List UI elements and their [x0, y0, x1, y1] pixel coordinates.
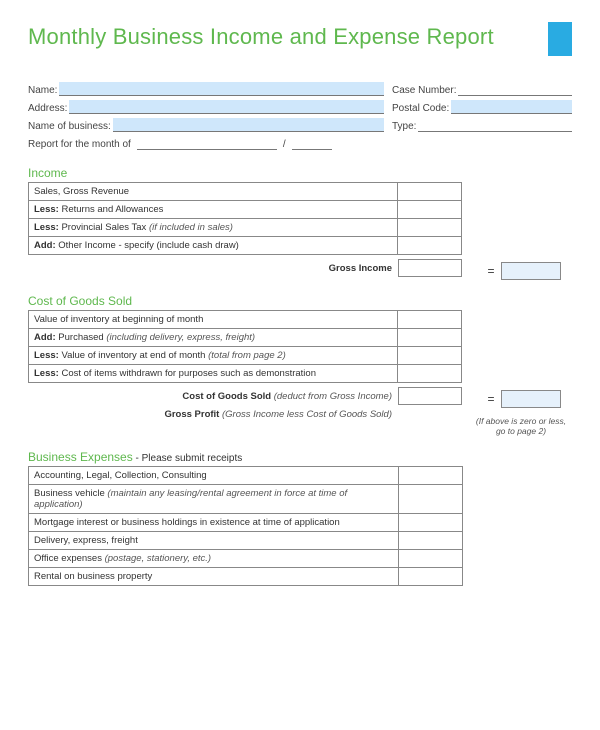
cell-text: Sales, Gross Revenue — [34, 186, 129, 197]
address-label: Address: — [28, 103, 67, 114]
page-title: Monthly Business Income and Expense Repo… — [28, 24, 494, 50]
value-cell[interactable] — [398, 311, 462, 329]
cell-prefix: Add: — [34, 240, 56, 251]
cogs-table: Value of inventory at beginning of month… — [28, 310, 462, 383]
cell-prefix: Add: — [34, 332, 56, 343]
table-row: Less: Cost of items withdrawn for purpos… — [29, 365, 462, 383]
accent-block — [548, 22, 572, 56]
cogs-footnote: (If above is zero or less, go to page 2) — [471, 416, 571, 436]
value-cell[interactable] — [399, 550, 463, 568]
postal-label: Postal Code: — [392, 103, 449, 114]
info-fields: Name: Case Number: Address: Postal Code:… — [28, 84, 572, 150]
case-input[interactable] — [458, 84, 572, 96]
value-cell[interactable] — [399, 467, 463, 485]
postal-input[interactable] — [451, 102, 572, 114]
value-cell[interactable] — [398, 347, 462, 365]
table-row: Less: Returns and Allowances — [29, 201, 462, 219]
cell-text: Office expenses — [34, 553, 105, 564]
cell-text: Delivery, express, freight — [34, 535, 138, 546]
cell-text: Value of inventory at end of month — [59, 350, 208, 361]
business-input[interactable] — [113, 120, 384, 132]
type-label: Type: — [392, 121, 416, 132]
slash: / — [283, 139, 286, 150]
table-row: Mortgage interest or business holdings i… — [29, 514, 463, 532]
expenses-title-note: - Please submit receipts — [133, 453, 243, 464]
gross-income-result[interactable] — [501, 262, 561, 280]
equals-sign: = — [481, 392, 500, 406]
cell-prefix: Less: — [34, 222, 59, 233]
table-row: Delivery, express, freight — [29, 532, 463, 550]
cell-text: Returns and Allowances — [59, 204, 164, 215]
cogs-summary-box[interactable] — [398, 387, 462, 405]
case-label: Case Number: — [392, 85, 456, 96]
table-row: Business vehicle (maintain any leasing/r… — [29, 485, 463, 514]
cell-prefix: Less: — [34, 204, 59, 215]
expenses-table: Accounting, Legal, Collection, Consultin… — [28, 466, 463, 586]
table-row: Office expenses (postage, stationery, et… — [29, 550, 463, 568]
cell-text: Accounting, Legal, Collection, Consultin… — [34, 470, 207, 481]
cell-text: Other Income - specify (include cash dra… — [56, 240, 239, 251]
gross-profit-label: Gross Profit — [164, 409, 219, 420]
month-input[interactable] — [137, 138, 277, 150]
value-cell[interactable] — [398, 329, 462, 347]
cell-ital: (total from page 2) — [208, 350, 286, 361]
table-row: Add: Purchased (including delivery, expr… — [29, 329, 462, 347]
cell-text: Purchased — [56, 332, 107, 343]
cell-text: Cost of items withdrawn for purposes suc… — [59, 368, 316, 379]
value-cell[interactable] — [399, 514, 463, 532]
cogs-result[interactable] — [501, 390, 561, 408]
address-input[interactable] — [69, 102, 384, 114]
table-row: Accounting, Legal, Collection, Consultin… — [29, 467, 463, 485]
cogs-summary-label: Cost of Goods Sold — [182, 391, 271, 402]
value-cell[interactable] — [398, 237, 462, 255]
table-row: Rental on business property — [29, 568, 463, 586]
cell-ital: (including delivery, express, freight) — [106, 332, 255, 343]
table-row: Add: Other Income - specify (include cas… — [29, 237, 462, 255]
cell-text: Value of inventory at beginning of month — [34, 314, 203, 325]
gross-profit-note: (Gross Income less Cost of Goods Sold) — [219, 409, 392, 420]
cell-text: Provincial Sales Tax — [59, 222, 149, 233]
gross-income-label: Gross Income — [329, 263, 392, 274]
name-label: Name: — [28, 85, 57, 96]
income-title: Income — [28, 166, 572, 180]
value-cell[interactable] — [398, 365, 462, 383]
year-input[interactable] — [292, 138, 332, 150]
cell-ital: (if included in sales) — [149, 222, 233, 233]
value-cell[interactable] — [398, 183, 462, 201]
equals-sign: = — [481, 264, 500, 278]
table-row: Sales, Gross Revenue — [29, 183, 462, 201]
cell-ital: (postage, stationery, etc.) — [105, 553, 212, 564]
business-label: Name of business: — [28, 121, 111, 132]
table-row: Less: Provincial Sales Tax (if included … — [29, 219, 462, 237]
cogs-summary-note: (deduct from Gross Income) — [271, 391, 392, 402]
table-row: Less: Value of inventory at end of month… — [29, 347, 462, 365]
cell-prefix: Less: — [34, 368, 59, 379]
cell-text: Mortgage interest or business holdings i… — [34, 517, 340, 528]
cell-prefix: Less: — [34, 350, 59, 361]
cell-text: Business vehicle — [34, 488, 107, 499]
cell-text: Rental on business property — [34, 571, 152, 582]
value-cell[interactable] — [399, 485, 463, 514]
value-cell[interactable] — [398, 201, 462, 219]
gross-income-box[interactable] — [398, 259, 462, 277]
month-label: Report for the month of — [28, 139, 131, 150]
expenses-title: Business Expenses - Please submit receip… — [28, 450, 572, 464]
value-cell[interactable] — [399, 532, 463, 550]
table-row: Value of inventory at beginning of month — [29, 311, 462, 329]
type-input[interactable] — [418, 120, 572, 132]
value-cell[interactable] — [399, 568, 463, 586]
value-cell[interactable] — [398, 219, 462, 237]
income-table: Sales, Gross Revenue Less: Returns and A… — [28, 182, 462, 255]
cogs-title: Cost of Goods Sold — [28, 294, 572, 308]
name-input[interactable] — [59, 84, 384, 96]
